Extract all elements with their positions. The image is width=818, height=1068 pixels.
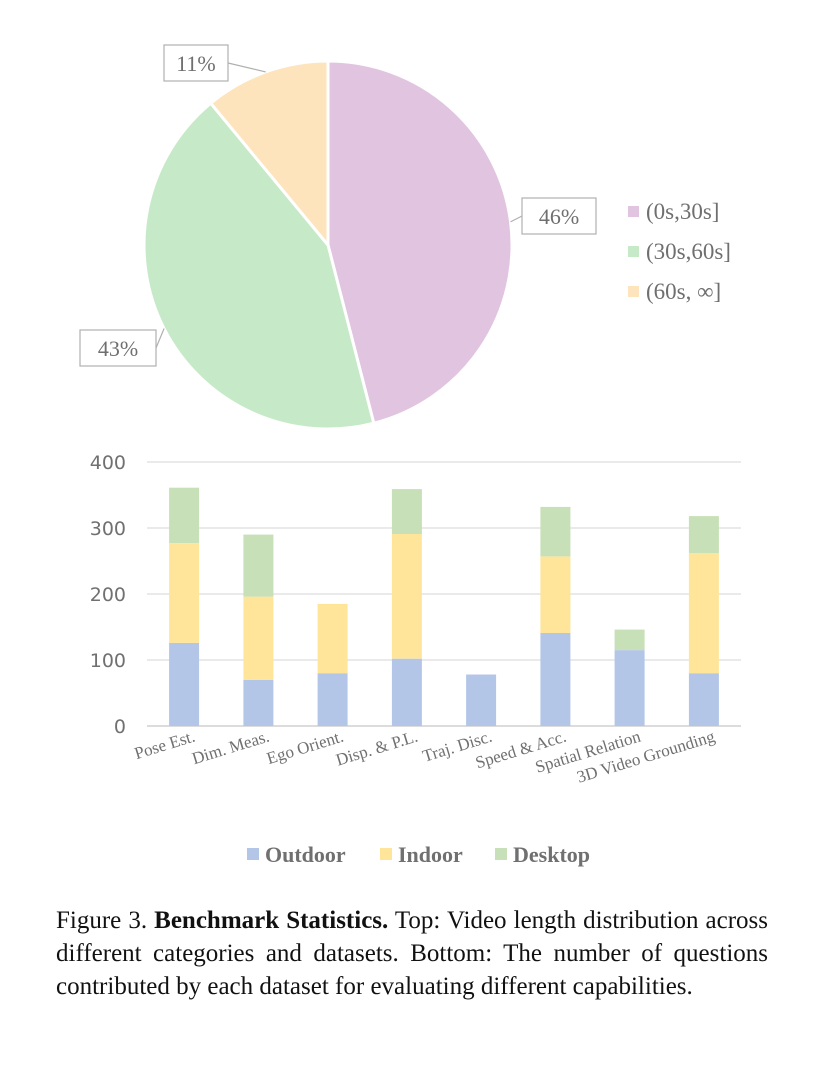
bar-segment bbox=[169, 642, 200, 726]
y-tick-label: 0 bbox=[114, 716, 126, 738]
legend-label: (30s,60s] bbox=[646, 239, 731, 264]
legend-swatch bbox=[628, 246, 639, 257]
bar-segment bbox=[614, 629, 645, 651]
pie-data-label: 46% bbox=[539, 204, 579, 229]
legend-swatch bbox=[380, 848, 392, 860]
x-tick-label: Dim. Meas. bbox=[190, 727, 272, 769]
callout-box bbox=[521, 197, 597, 235]
figure: 46% 43% 11% (0s,30s] (30s,60s] (60s, ∞] 0 100… bbox=[79, 44, 741, 867]
callout-leader bbox=[227, 62, 266, 73]
figure-caption: Figure 3. Benchmark Statistics. Top: Vid… bbox=[56, 904, 768, 1003]
caption-text: Top: Video length distribution across di… bbox=[56, 907, 768, 1000]
legend-label: Desktop bbox=[513, 842, 590, 867]
bar-segment bbox=[688, 673, 719, 726]
pie-data-label: 11% bbox=[176, 51, 216, 76]
bar-legend: Outdoor Indoor Desktop bbox=[247, 842, 590, 867]
pie-data-label: 43% bbox=[98, 336, 138, 361]
legend-swatch bbox=[628, 286, 639, 297]
bar-segment bbox=[243, 534, 274, 597]
bar-segment bbox=[614, 650, 645, 726]
legend-swatch bbox=[495, 848, 507, 860]
x-tick-label: Disp. & P.L. bbox=[334, 727, 420, 770]
legend-label: (60s, ∞] bbox=[646, 279, 721, 304]
pie-legend: (0s,30s] (30s,60s] (60s, ∞] bbox=[628, 199, 731, 304]
legend-label: (0s,30s] bbox=[646, 199, 719, 224]
bar-segment bbox=[540, 632, 571, 726]
legend-swatch bbox=[628, 206, 639, 217]
y-tick-label: 200 bbox=[90, 584, 126, 606]
bar-segment bbox=[169, 543, 200, 643]
legend-label: Indoor bbox=[398, 842, 463, 867]
legend-label: Outdoor bbox=[265, 842, 346, 867]
bar-chart: 0 100 200 300 400 Pose Est.Dim. Meas.Ego Orie… bbox=[90, 452, 741, 787]
bar-segment bbox=[243, 679, 274, 726]
bar-segment bbox=[688, 516, 719, 554]
callout-box bbox=[163, 44, 229, 82]
y-tick-label: 100 bbox=[90, 650, 126, 672]
pie-chart: 46% 43% 11% bbox=[79, 44, 597, 431]
x-tick-label: Pose Est. bbox=[132, 727, 197, 763]
y-tick-label: 300 bbox=[90, 518, 126, 540]
bar-segment bbox=[540, 506, 571, 557]
x-tick-label: Ego Orient. bbox=[264, 727, 345, 768]
caption-label: Figure 3. bbox=[56, 907, 148, 934]
callout-leader bbox=[510, 215, 523, 223]
caption-title: Benchmark Statistics. bbox=[154, 907, 389, 934]
bar-segment bbox=[391, 533, 422, 659]
bar-segment bbox=[317, 673, 348, 726]
bar-segment bbox=[540, 556, 571, 633]
bar-segment bbox=[688, 553, 719, 674]
bar-segment bbox=[391, 489, 422, 534]
callout-box bbox=[79, 329, 157, 367]
bar-segment bbox=[391, 658, 422, 726]
bar-segment bbox=[243, 596, 274, 680]
bar-segment bbox=[466, 674, 497, 726]
bar-segment bbox=[169, 487, 200, 544]
callout-leader bbox=[155, 328, 165, 349]
legend-swatch bbox=[247, 848, 259, 860]
y-tick-label: 400 bbox=[90, 452, 126, 474]
bar-segment bbox=[317, 603, 348, 674]
